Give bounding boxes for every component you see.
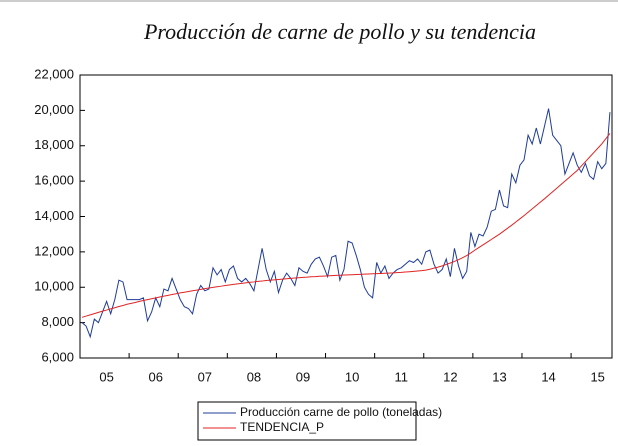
- x-tick-label: 09: [296, 369, 310, 384]
- x-tick-label: 05: [99, 369, 113, 384]
- y-tick-label: 22,000: [34, 66, 74, 81]
- x-tick-label: 06: [148, 369, 162, 384]
- series-line: [81, 108, 611, 339]
- legend-label: TENDENCIA_P: [240, 420, 324, 434]
- x-tick-label: 08: [247, 369, 261, 384]
- y-tick-label: 8,000: [41, 314, 74, 329]
- x-tick-label: 07: [198, 369, 212, 384]
- y-tick-label: 14,000: [34, 208, 74, 223]
- y-tick-label: 12,000: [34, 243, 74, 258]
- series-line: [81, 133, 611, 318]
- legend-label: Producción carne de pollo (toneladas): [240, 405, 442, 419]
- x-tick-label: 15: [590, 369, 604, 384]
- x-tick-label: 12: [443, 369, 457, 384]
- chart-title: Producción de carne de pollo y su tenden…: [143, 19, 536, 44]
- y-tick-label: 16,000: [34, 173, 74, 188]
- y-tick-label: 10,000: [34, 279, 74, 294]
- y-tick-label: 20,000: [34, 102, 74, 117]
- x-tick-label: 11: [394, 369, 408, 384]
- x-tick-label: 10: [345, 369, 359, 384]
- legend: [197, 401, 417, 441]
- x-tick-label: 13: [492, 369, 506, 384]
- x-tick-label: 14: [541, 369, 555, 384]
- y-tick-label: 6,000: [41, 349, 74, 364]
- y-tick-label: 18,000: [34, 137, 74, 152]
- plot-frame: [79, 74, 613, 359]
